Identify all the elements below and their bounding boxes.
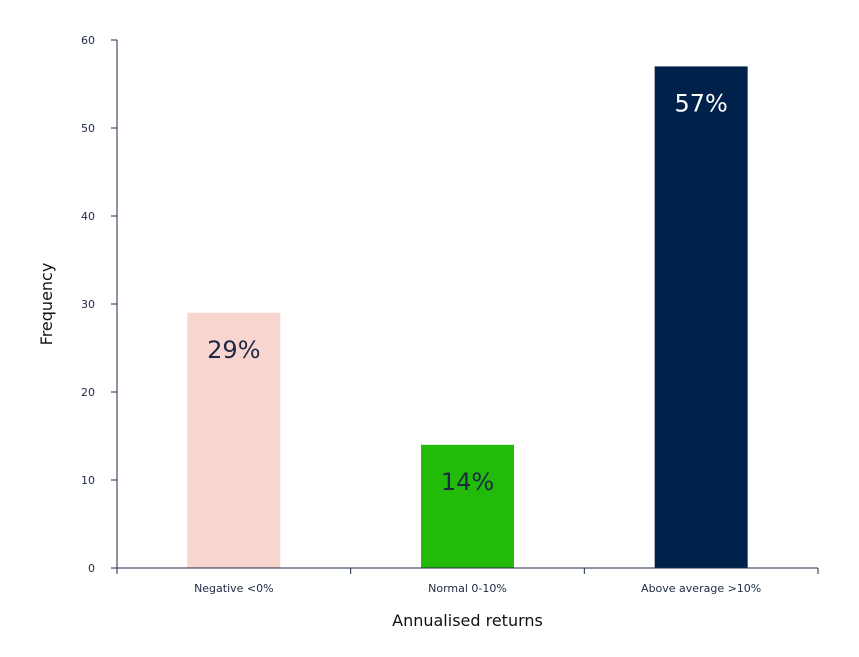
bar-data-label: 14% bbox=[441, 468, 494, 496]
bar-data-label: 57% bbox=[674, 89, 727, 117]
y-tick-label: 10 bbox=[81, 474, 95, 487]
x-tick-label: Normal 0-10% bbox=[428, 582, 507, 595]
bar bbox=[654, 66, 748, 569]
x-axis-ticks: Negative <0% Normal 0-10% Above average >1… bbox=[116, 568, 819, 595]
bar-data-label: 29% bbox=[207, 336, 260, 364]
bars-group bbox=[187, 66, 748, 569]
x-axis-title: Annualised returns bbox=[392, 611, 543, 630]
y-tick-label: 60 bbox=[81, 34, 95, 47]
y-axis-ticks: 0 10 20 30 40 50 60 bbox=[81, 34, 117, 575]
y-tick-label: 40 bbox=[81, 210, 95, 223]
data-labels-group: 29% 14% 57% bbox=[207, 89, 728, 495]
y-axis-title: Frequency bbox=[37, 263, 56, 346]
y-tick-label: 0 bbox=[88, 562, 95, 575]
bar bbox=[187, 312, 281, 568]
y-tick-label: 20 bbox=[81, 386, 95, 399]
x-tick-label: Above average >10% bbox=[641, 582, 761, 595]
y-tick-label: 30 bbox=[81, 298, 95, 311]
x-tick-label: Negative <0% bbox=[194, 582, 274, 595]
y-tick-label: 50 bbox=[81, 122, 95, 135]
bar bbox=[421, 444, 514, 568]
